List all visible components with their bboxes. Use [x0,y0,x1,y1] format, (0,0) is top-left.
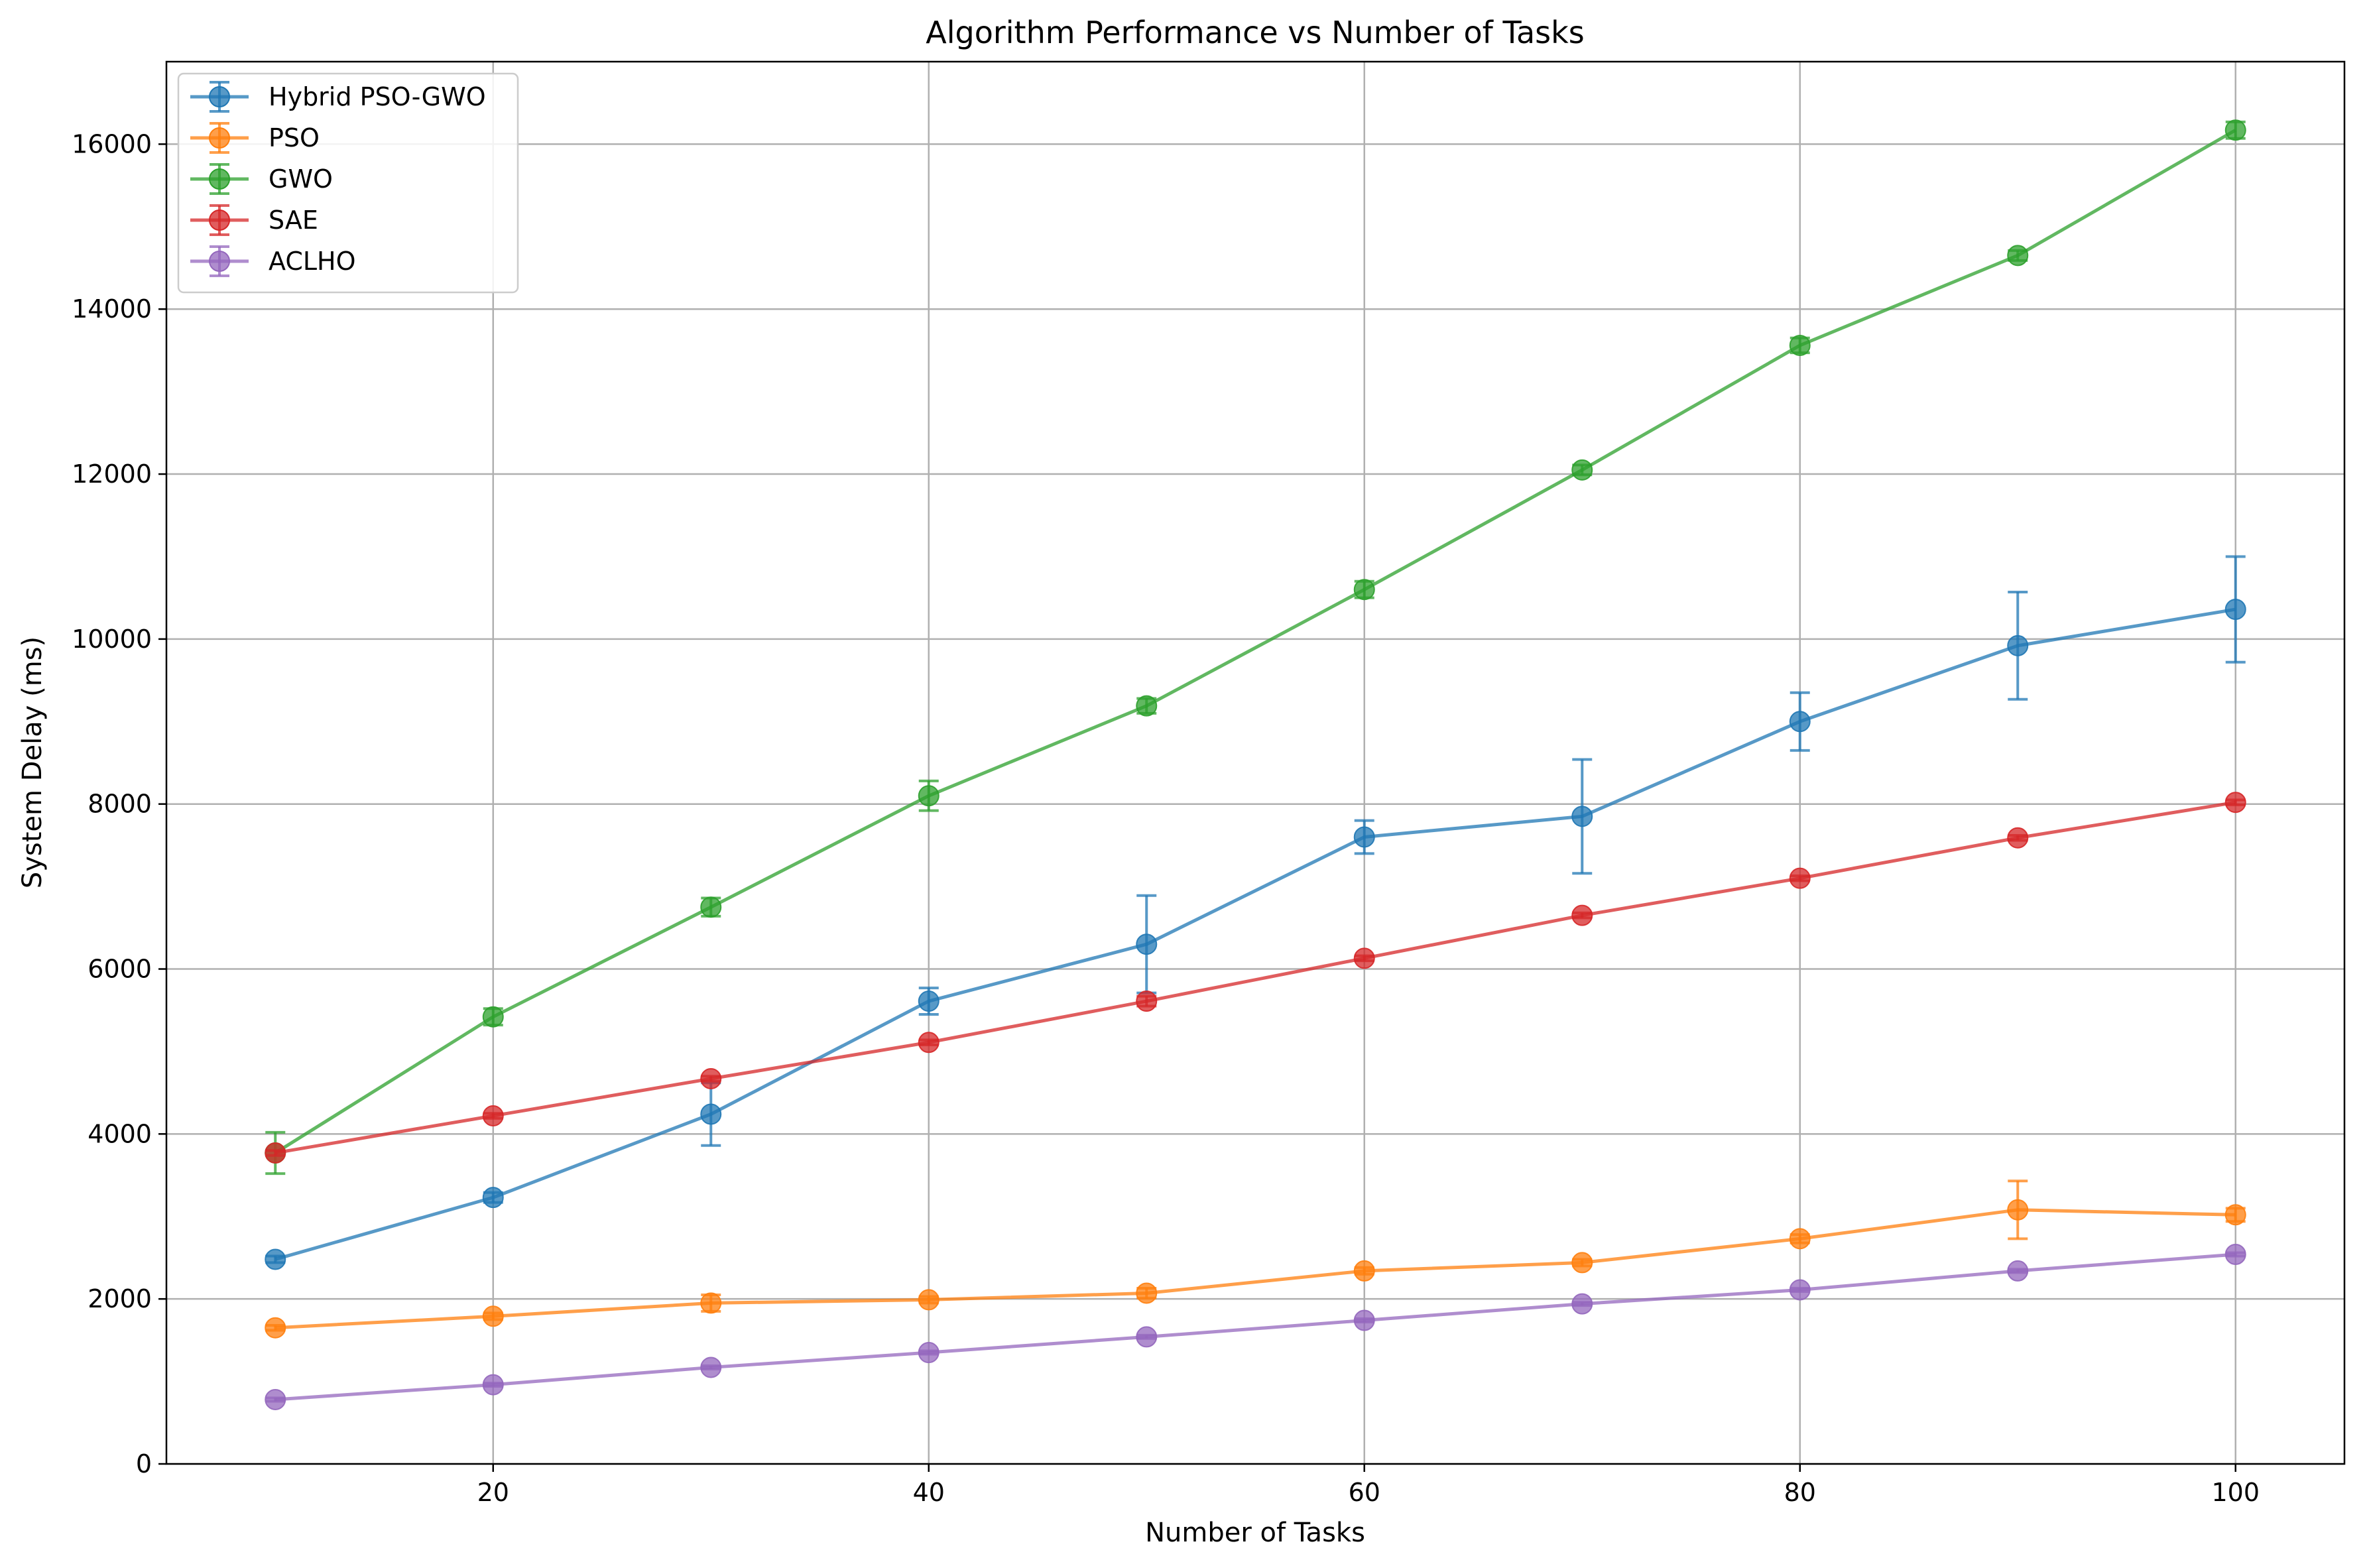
data-point [482,1374,504,1396]
data-point [700,1357,722,1378]
y-tick-label: 6000 [88,955,152,984]
data-point [700,1103,722,1125]
series-line [274,800,2236,1155]
y-tick-label: 16000 [72,129,152,158]
data-point [700,1067,722,1089]
legend-item: SAE [190,204,318,236]
data-point [1136,1282,1158,1304]
data-point [700,896,722,918]
legend-box [177,72,519,294]
data-point [1571,904,1593,926]
plot-frame [165,60,2346,1465]
legend-label: ACLHO [269,247,356,276]
x-tick-label: 20 [477,1478,509,1507]
data-point [918,991,940,1012]
series-aclho [265,1243,2246,1410]
legend-marker [209,127,230,149]
series-line [274,129,2236,1155]
data-point [2007,827,2029,849]
x-tick-label: 60 [1349,1478,1380,1507]
x-tick-label: 80 [1784,1478,1816,1507]
data-point [1136,695,1158,717]
data-point [482,1105,504,1126]
data-point [482,1305,504,1327]
series-sae [265,792,2246,1164]
data-point [1571,806,1593,827]
data-point [1136,991,1158,1012]
data-point [1353,1309,1375,1331]
legend-item: ACLHO [190,245,356,277]
y-tick-label: 2000 [88,1284,152,1313]
series-hybrid-pso-gwo [265,555,2246,1270]
data-point [1136,934,1158,955]
series-line [275,1252,2236,1402]
data-point [918,785,940,807]
data-point [1789,711,1811,733]
legend-marker [209,210,230,231]
y-axis-label: System Delay (ms) [17,636,48,888]
data-point [700,1292,722,1314]
data-point [1353,579,1375,601]
data-point [918,1032,940,1054]
data-point [265,1142,286,1164]
data-point [1789,1228,1811,1250]
data-point [2007,1199,2029,1221]
x-tick-label: 40 [913,1478,945,1507]
data-point [1571,1252,1593,1274]
legend-label: Hybrid PSO-GWO [269,82,486,111]
legend-marker [209,251,230,272]
legend-item: GWO [190,163,333,195]
legend-marker [209,168,230,190]
data-point [2224,599,2246,621]
data-point [1789,867,1811,889]
data-point [1789,1279,1811,1301]
series-line [275,1208,2236,1330]
y-tick-label: 4000 [88,1119,152,1148]
series-layer [265,119,2246,1410]
data-point [482,1006,504,1028]
x-axis-label: Number of Tasks [1145,1518,1365,1548]
data-point [1789,334,1811,356]
legend: Hybrid PSO-GWO PSO GWO SAE ACLHO [177,72,519,294]
x-tick-label: 100 [2211,1478,2260,1507]
legend-label: GWO [269,164,333,194]
data-point [265,1317,286,1339]
y-tick-label: 10000 [72,625,152,654]
data-point [2007,634,2029,656]
data-point [1136,1326,1158,1348]
data-point [2007,245,2029,267]
data-point [2224,1204,2246,1226]
data-point [2224,792,2246,814]
data-point [265,1388,286,1410]
data-point [2224,1243,2246,1265]
series-pso [265,1179,2246,1339]
data-point [265,1248,286,1270]
y-tick-label: 0 [136,1449,152,1478]
legend-item: Hybrid PSO-GWO [190,81,486,113]
chart-title: Algorithm Performance vs Number of Tasks [926,15,1584,50]
axis-ticks: 20 40 60 80 100 0 2000 4000 6000 8000 10000 12000 14… [72,129,2260,1507]
data-point [482,1187,504,1209]
legend-item: PSO [190,122,320,154]
series-line [274,607,2236,1261]
legend-label: PSO [269,123,320,152]
y-tick-label: 8000 [88,790,152,819]
y-tick-label: 14000 [72,294,152,324]
y-tick-label: 12000 [72,459,152,489]
data-point [2224,119,2246,141]
data-point [1353,947,1375,969]
data-point [2007,1260,2029,1282]
grid-lines [166,62,2344,1465]
data-point [1571,1293,1593,1315]
data-point [918,1342,940,1364]
legend-marker [209,86,230,107]
data-point [1353,1260,1375,1282]
data-point [1571,459,1593,481]
data-point [1353,826,1375,848]
legend-label: SAE [269,206,318,235]
data-point [918,1289,940,1311]
